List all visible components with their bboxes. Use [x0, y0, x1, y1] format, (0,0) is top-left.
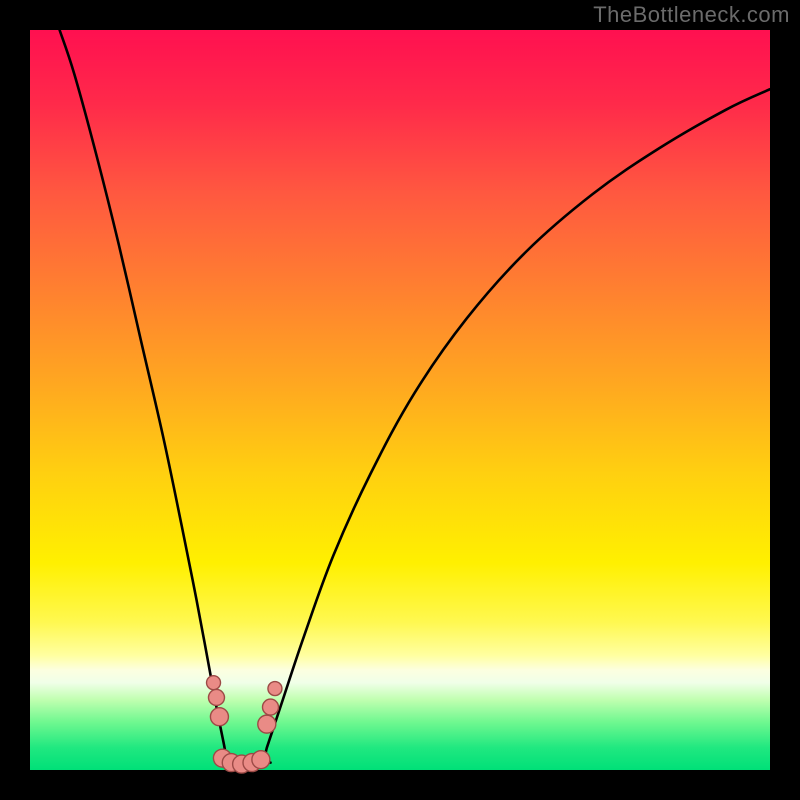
marker-point: [263, 699, 279, 715]
marker-point: [208, 689, 224, 705]
watermark-text: TheBottleneck.com: [593, 2, 790, 28]
marker-point: [210, 708, 228, 726]
marker-point: [207, 676, 221, 690]
marker-point: [252, 751, 270, 769]
plot-area-rect: [30, 30, 770, 770]
marker-point: [258, 715, 276, 733]
figure-root: TheBottleneck.com: [0, 0, 800, 800]
marker-point: [268, 682, 282, 696]
plot-svg: [0, 0, 800, 800]
